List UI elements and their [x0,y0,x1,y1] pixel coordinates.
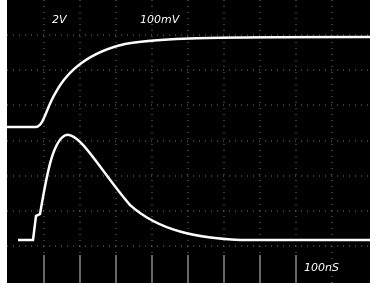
page: 2V 100mV 100nS (() => { const data = JSO… [0,0,375,285]
oscilloscope-screen: 2V 100mV 100nS [0,0,375,285]
channel-1-scale: 2V [52,13,68,26]
time-scale: 100nS [304,261,339,274]
channel-2-scale: 100mV [140,13,181,26]
